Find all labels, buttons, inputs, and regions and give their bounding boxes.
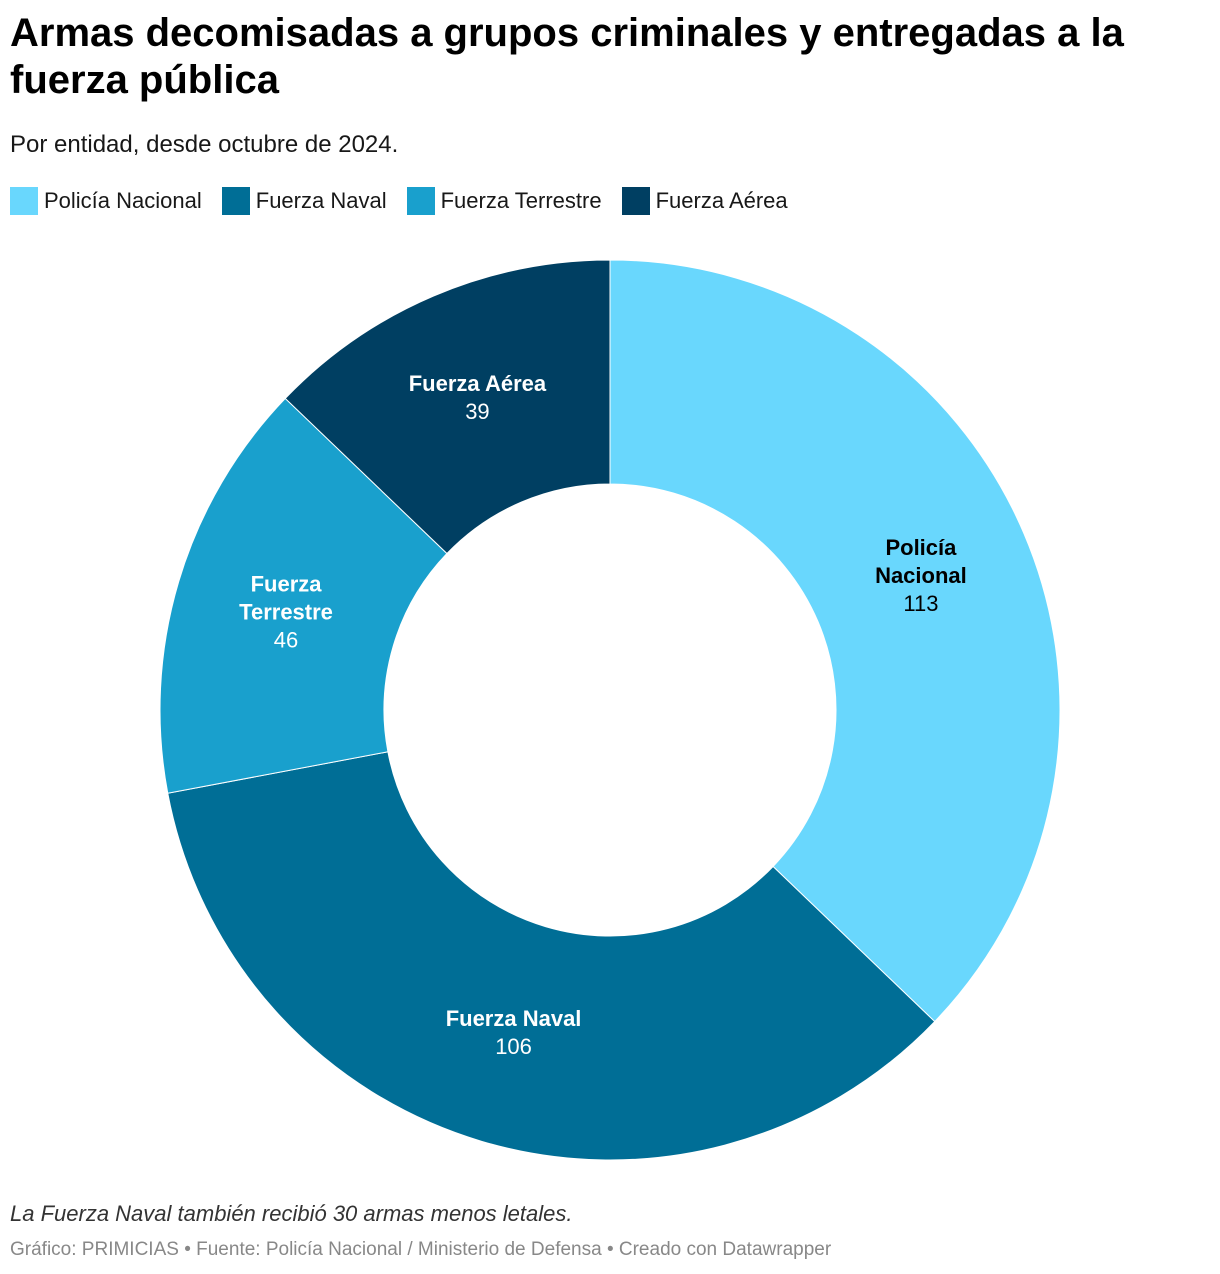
legend-label: Fuerza Terrestre <box>440 188 602 213</box>
donut-slice-fuerza-aerea <box>284 259 611 555</box>
slice-name-label: Policía <box>885 535 957 560</box>
slice-name-label: Fuerza Aérea <box>409 371 547 396</box>
legend-item-policia-nacional: Policía Nacional <box>10 186 202 216</box>
legend-swatch <box>406 187 435 215</box>
slice-label-fuerza-terrestre: Fuerza Terrestre 46 <box>239 571 333 652</box>
slice-name-label: Nacional <box>875 563 967 588</box>
slice-name-label: Fuerza <box>251 571 323 596</box>
donut-slice-fuerza-naval <box>167 751 936 1161</box>
legend-label: Fuerza Aérea <box>655 188 788 213</box>
legend: Policía Nacional Fuerza Naval Fuerza Ter… <box>10 186 808 216</box>
legend-swatch <box>221 187 250 215</box>
slice-label-policia-nacional: Policía Nacional 113 <box>875 535 967 616</box>
chart-credits: Gráfico: PRIMICIAS • Fuente: Policía Nac… <box>10 1239 832 1260</box>
legend-label: Fuerza Naval <box>255 188 387 213</box>
legend-item-fuerza-naval: Fuerza Naval <box>221 186 387 216</box>
legend-label: Policía Nacional <box>44 188 202 213</box>
legend-swatch <box>621 187 650 215</box>
chart-title: Armas decomisadas a grupos criminales y … <box>10 11 1124 102</box>
donut-chart: Policía Nacional 113 Fuerza Naval 106 Fuerza T… <box>0 230 1220 1180</box>
legend-item-fuerza-aerea: Fuerza Aérea <box>621 186 788 216</box>
legend-swatch <box>10 187 38 215</box>
slice-value-label: 39 <box>465 399 489 424</box>
slice-name-label: Terrestre <box>239 599 333 624</box>
slice-value-label: 46 <box>274 627 298 652</box>
chart-subtitle: Por entidad, desde octubre de 2024. <box>10 131 399 158</box>
slice-name-label: Fuerza Naval <box>446 1006 582 1031</box>
donut-chart-svg: Policía Nacional 113 Fuerza Naval 106 Fuerza T… <box>159 259 1061 1161</box>
chart-notes: La Fuerza Naval también recibió 30 armas… <box>10 1201 573 1226</box>
legend-item-fuerza-terrestre: Fuerza Terrestre <box>406 186 602 216</box>
slice-label-fuerza-aerea: Fuerza Aérea 39 <box>409 371 547 424</box>
slice-value-label: 106 <box>495 1034 532 1059</box>
donut-slice-policia-nacional <box>609 259 1061 1023</box>
slice-label-fuerza-naval: Fuerza Naval 106 <box>446 1006 582 1059</box>
slice-value-label: 113 <box>903 591 938 616</box>
donut-slice-fuerza-terrestre <box>159 397 448 794</box>
